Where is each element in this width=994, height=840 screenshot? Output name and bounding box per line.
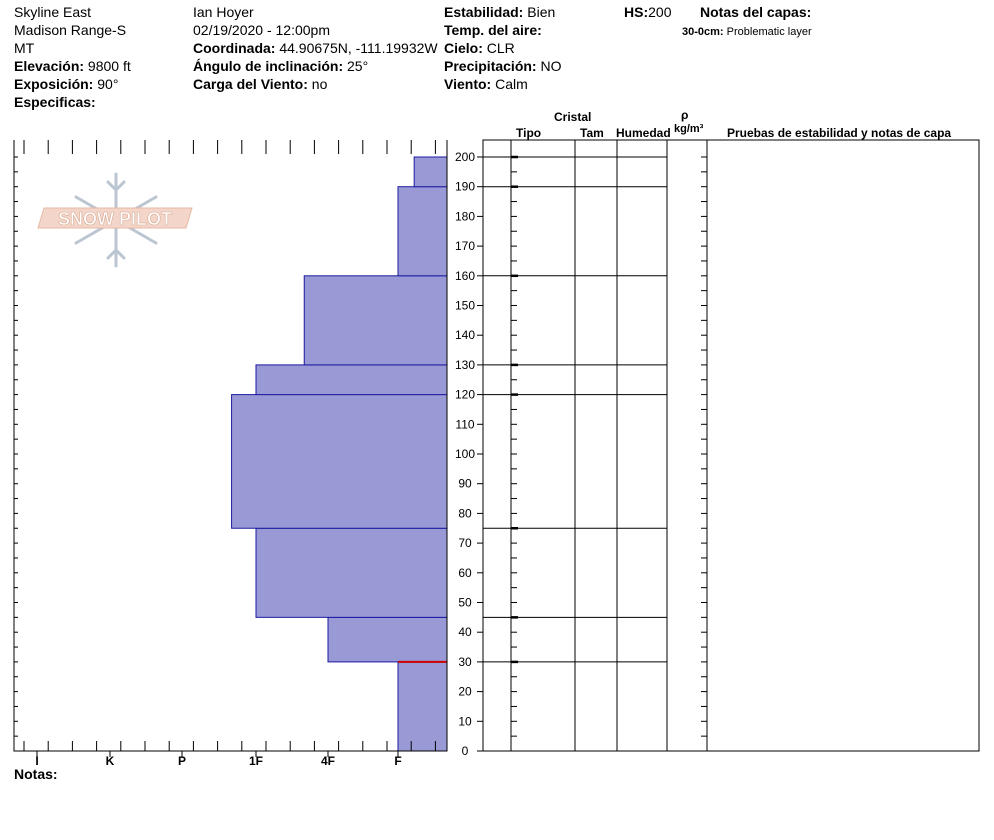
depth-tick-label: 180 [455,209,475,223]
hs-value: 200 [648,4,672,20]
header-humedad: Humedad [616,126,671,140]
header-tam: Tam [580,126,604,140]
hardness-layer-bar [397,186,448,277]
hardness-layer-bar [255,364,448,396]
snow-height: HS:200 [624,4,671,20]
aspect-value: 90° [97,76,119,92]
stability-label: Estabilidad: [444,4,524,20]
layer-notes-label: Notas del capas: [700,4,812,20]
layer-note: 30-0cm: Problematic layer [682,24,812,40]
depth-tick-label: 100 [455,447,475,461]
hardness-layer-bar [231,394,448,529]
air-temp-label: Temp. del aire: [444,22,542,38]
snowpilot-logo: SNOW PILOT [36,170,196,270]
wind: Viento: Calm [444,76,528,92]
aspect-label: Exposición: [14,76,94,92]
hardness-tick-label: 4F [321,754,335,768]
header-cristal: Cristal [554,110,592,124]
aspect: Exposición: 90° [14,76,118,92]
depth-tick-label: 160 [455,269,475,283]
slope-value: 25° [347,58,369,74]
header-tipo: Tipo [516,126,542,140]
precip-value: NO [540,58,562,74]
wind-load-label: Carga del Viento: [193,76,308,92]
wind-value: Calm [495,76,528,92]
specifics-label: Especificas: [14,94,96,110]
range: Madison Range-S [14,22,127,38]
depth-tick-label: 0 [462,744,469,758]
depth-tick-label: 60 [458,566,472,580]
depth-tick-label: 120 [455,388,475,402]
depth-tick-label: 170 [455,239,475,253]
depth-tick-label: 130 [455,358,475,372]
hardness-layer-bar [255,527,448,618]
depth-tick-label: 90 [458,477,472,491]
hardness-tick-label: I [35,754,38,768]
header-rho: ρ [681,108,689,122]
wind-load-value: no [311,76,328,92]
coord-label: Coordinada: [193,40,276,56]
header-density-unit: kg/m³ [674,123,704,135]
wind-label: Viento: [444,76,492,92]
depth-tick-label: 70 [458,536,472,550]
depth-tick-label: 200 [455,150,475,164]
observer: Ian Hoyer [193,4,254,20]
hs-label: HS: [624,4,649,20]
coord-value: 44.90675N, -111.19932W [279,40,438,56]
wind-load: Carga del Viento: no [193,76,327,92]
datetime: 02/19/2020 - 12:00pm [193,22,330,38]
hardness-layer-bar [303,275,448,366]
elevation-value: 9800 ft [87,58,131,74]
sky: Cielo: CLR [444,40,515,56]
depth-tick-label: 50 [458,596,472,610]
slope-label: Ángulo de inclinación: [193,58,344,74]
depth-tick-label: 140 [455,328,475,342]
hardness-tick-label: F [394,754,401,768]
depth-tick-label: 80 [458,506,472,520]
elevation: Elevación: 9800 ft [14,58,131,74]
layer-note-depth: 30-0cm: [682,26,724,38]
precipitation: Precipitación: NO [444,58,561,74]
layer-note-text: Problematic layer [726,26,812,38]
plot-frame [13,140,448,752]
elevation-label: Elevación: [14,58,85,74]
stability: Estabilidad: Bien [444,4,555,20]
coordinates: Coordinada: 44.90675N, -111.19932W [193,40,438,56]
snowflake-icon: SNOW PILOT [37,172,193,268]
hardness-layer-bar [327,616,448,663]
precip-label: Precipitación: [444,58,537,74]
table-frame [482,139,980,752]
hardness-tick-label: P [178,754,186,768]
hardness-layer-bar [413,156,448,188]
sky-label: Cielo: [444,40,483,56]
depth-tick-label: 20 [458,685,472,699]
slope: Ángulo de inclinación: 25° [193,58,368,74]
sky-value: CLR [486,40,515,56]
location: Skyline East [14,4,92,20]
stability-value: Bien [527,4,556,20]
depth-tick-label: 10 [458,714,472,728]
depth-tick-label: 30 [458,655,472,669]
depth-tick-label: 40 [458,625,472,639]
hardness-tick-label: K [106,754,115,768]
depth-tick-label: 150 [455,299,475,313]
depth-tick-label: 190 [455,180,475,194]
header-tests: Pruebas de estabilidad y notas de capa [727,126,952,140]
depth-tick-label: 110 [455,417,474,431]
hardness-tick-label: 1F [249,754,263,768]
logo-text: SNOW PILOT [58,209,172,229]
hardness-layer-bar [397,661,448,752]
state: MT [14,40,35,56]
notes-label: Notas: [14,766,58,782]
